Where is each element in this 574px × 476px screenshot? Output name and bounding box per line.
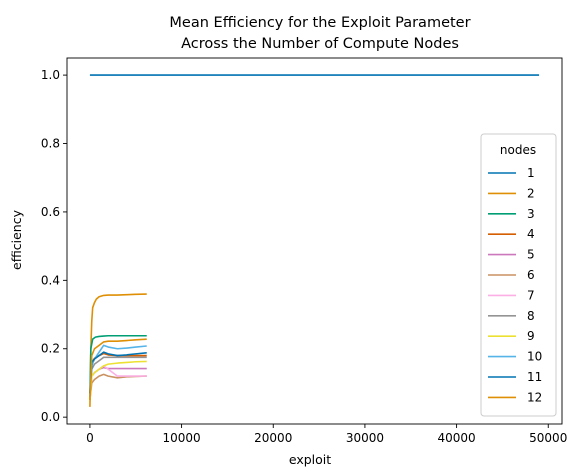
legend-label: 3 xyxy=(527,207,535,221)
y-axis-label: efficiency xyxy=(9,209,24,270)
y-tick-label: 1.0 xyxy=(41,68,60,82)
legend-label: 8 xyxy=(527,309,535,323)
series-line-8 xyxy=(89,356,147,397)
legend-label: 4 xyxy=(527,227,535,241)
x-axis: 0 10000 20000 30000 40000 50000 xyxy=(86,424,567,445)
chart-title-line-2: Across the Number of Compute Nodes xyxy=(181,36,459,52)
x-tick-label: 40000 xyxy=(437,431,475,445)
y-tick-label: 0.8 xyxy=(41,137,60,151)
series-line-10 xyxy=(89,344,147,397)
x-tick-label: 10000 xyxy=(162,431,200,445)
series-line-9 xyxy=(89,360,147,401)
legend-label: 5 xyxy=(527,248,535,262)
y-tick-label: 0.4 xyxy=(41,273,60,287)
series-line-11 xyxy=(89,351,147,394)
legend-label: 11 xyxy=(527,370,542,384)
legend-title: nodes xyxy=(500,143,536,157)
y-tick-label: 0.2 xyxy=(41,342,60,356)
x-tick-label: 30000 xyxy=(346,431,384,445)
y-axis: 0.0 0.2 0.4 0.6 0.8 1.0 xyxy=(41,68,67,424)
x-tick-label: 0 xyxy=(86,431,94,445)
series-layer xyxy=(89,74,540,407)
chart-title-line-1: Mean Efficiency for the Exploit Paramete… xyxy=(169,15,470,31)
series-line-2 xyxy=(89,293,147,407)
legend-label: 6 xyxy=(527,268,535,282)
y-tick-label: 0.0 xyxy=(41,410,60,424)
legend-label: 9 xyxy=(527,329,535,343)
y-tick-label: 0.6 xyxy=(41,205,60,219)
legend-box xyxy=(480,133,557,417)
x-axis-label: exploit xyxy=(289,452,331,467)
x-tick-label: 20000 xyxy=(254,431,292,445)
legend-label: 2 xyxy=(527,186,535,200)
legend-label: 1 xyxy=(527,166,535,180)
series-line-3 xyxy=(89,334,147,401)
x-tick-label: 50000 xyxy=(529,431,567,445)
series-line-12 xyxy=(89,338,147,401)
legend-label: 7 xyxy=(527,288,535,302)
plot-area xyxy=(66,57,563,425)
legend-label: 10 xyxy=(527,350,542,364)
legend-label: 12 xyxy=(527,390,542,404)
